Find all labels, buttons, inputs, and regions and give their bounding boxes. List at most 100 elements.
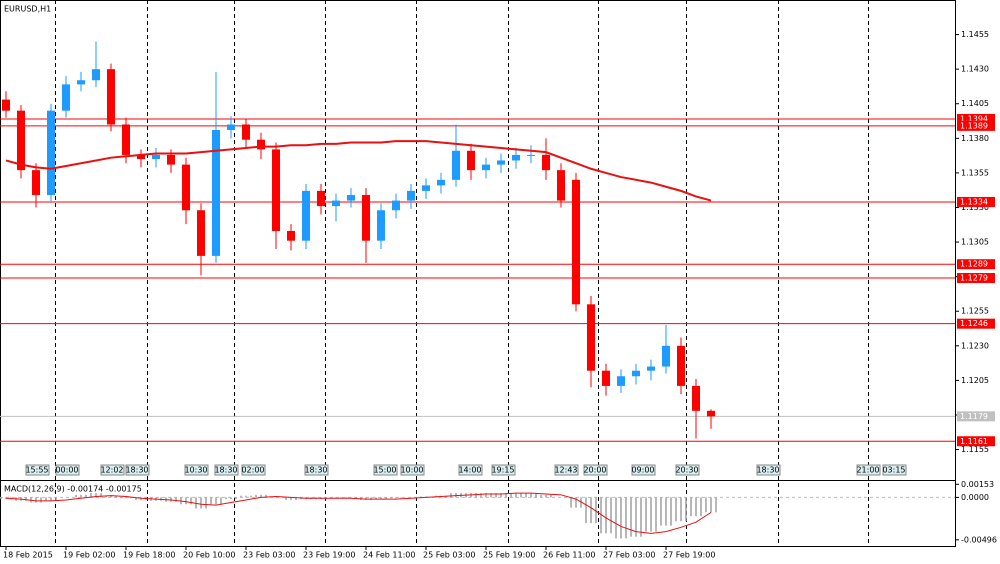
event-box [882, 464, 907, 476]
event-box [856, 464, 881, 476]
x-tick-label: 20 Feb 10:00 [183, 551, 235, 560]
x-tick-label: 27 Feb 03:00 [603, 551, 655, 560]
candle-body [407, 190, 415, 201]
event-box [100, 464, 125, 476]
candle-body [707, 410, 715, 417]
x-tick-label: 26 Feb 11:00 [543, 551, 595, 560]
candle-body [212, 130, 220, 256]
candle-body [347, 195, 355, 201]
candle-body [377, 210, 385, 241]
event-label: 18:30 [214, 466, 237, 475]
candle-body [632, 370, 640, 377]
event-box [675, 464, 700, 476]
candle-body [452, 150, 460, 180]
level-label: 1.1289 [960, 260, 988, 269]
candle-body [182, 164, 190, 211]
x-tick-label: 23 Feb 03:00 [243, 551, 295, 560]
x-tick-label: 25 Feb 03:00 [423, 551, 475, 560]
candle-body [662, 345, 670, 367]
symbol-title: EURUSD,H1 [4, 5, 51, 14]
level-label: 1.1334 [960, 197, 988, 206]
y-tick-label: 1.1405 [961, 99, 989, 108]
event-box [491, 464, 516, 476]
event-box [756, 464, 781, 476]
event-box [241, 464, 266, 476]
event-box [554, 464, 579, 476]
y-tick-label: 1.1205 [961, 376, 989, 385]
y-tick-label: 1.1155 [961, 445, 989, 454]
candle-body [32, 170, 40, 196]
x-tick-label: 19 Feb 02:00 [63, 551, 115, 560]
event-label: 02:00 [241, 466, 264, 475]
candle-body [287, 231, 295, 241]
candle-body [2, 99, 10, 111]
candle-body [617, 376, 625, 386]
candle-body [122, 124, 130, 155]
event-box [400, 464, 425, 476]
candle-body [227, 124, 235, 131]
current-price-box [957, 411, 995, 422]
level-box [957, 120, 995, 131]
candle-body [17, 110, 25, 171]
candle-body [392, 200, 400, 211]
y-tick-label: 1.1255 [961, 307, 989, 316]
event-label: 20:30 [675, 466, 698, 475]
x-tick-label: 25 Feb 19:00 [483, 551, 535, 560]
event-box [184, 464, 209, 476]
candle-body [62, 84, 70, 111]
y-tick-label: -0.00496 [961, 535, 997, 544]
candle-body [332, 200, 340, 207]
level-label: 1.1279 [960, 274, 988, 283]
candle-body [482, 164, 490, 171]
event-label: 00:00 [55, 466, 78, 475]
candle-body [92, 69, 100, 81]
event-box [55, 464, 80, 476]
macd-title: MACD(12,26,9) -0.00174 -0.00175 [4, 485, 142, 494]
candle-body [272, 149, 280, 231]
event-box [458, 464, 483, 476]
event-label: 12:43 [554, 466, 577, 475]
x-tick-label: 24 Feb 11:00 [363, 551, 415, 560]
y-tick-label: 1.1305 [961, 238, 989, 247]
x-tick-label: 27 Feb 19:00 [663, 551, 715, 560]
candle-body [692, 385, 700, 411]
candle-body [197, 210, 205, 256]
event-label: 10:30 [184, 466, 207, 475]
candle-body [437, 179, 445, 186]
level-label: 1.1161 [960, 437, 988, 446]
y-tick-label: 0.00153 [961, 480, 994, 489]
x-tick-label: 19 Feb 18:00 [123, 551, 175, 560]
candle-body [677, 345, 685, 386]
event-box [25, 464, 50, 476]
level-label: 1.1394 [960, 114, 988, 123]
candle-body [257, 139, 265, 150]
candle-body [47, 110, 55, 196]
event-label: 21:00 [856, 466, 879, 475]
y-tick-label: 1.1455 [961, 30, 989, 39]
candle-body [647, 366, 655, 371]
level-box [957, 273, 995, 284]
y-tick-label: 1.1430 [961, 65, 989, 74]
level-box [957, 113, 995, 124]
y-tick-label: 1.1380 [961, 134, 989, 143]
event-label: 15:00 [373, 466, 396, 475]
candle-body [542, 154, 550, 171]
candle-body [512, 154, 520, 161]
plot-frame [0, 0, 956, 547]
event-label: 20:00 [583, 466, 606, 475]
event-label: 18:30 [125, 466, 148, 475]
candle-body [572, 179, 580, 305]
candle-body [467, 150, 475, 171]
candle-body [302, 190, 310, 241]
event-label: 12:02 [100, 466, 123, 475]
y-tick-label: 1.1355 [961, 168, 989, 177]
candle-body [527, 154, 535, 156]
candle-body [497, 160, 505, 165]
event-box [304, 464, 329, 476]
candle-body [422, 185, 430, 191]
current-price-label: 1.1179 [960, 412, 988, 421]
y-tick-label: 1.1230 [961, 341, 989, 350]
candle-body [107, 69, 115, 125]
event-label: 10:00 [400, 466, 423, 475]
candle-body [77, 80, 85, 85]
